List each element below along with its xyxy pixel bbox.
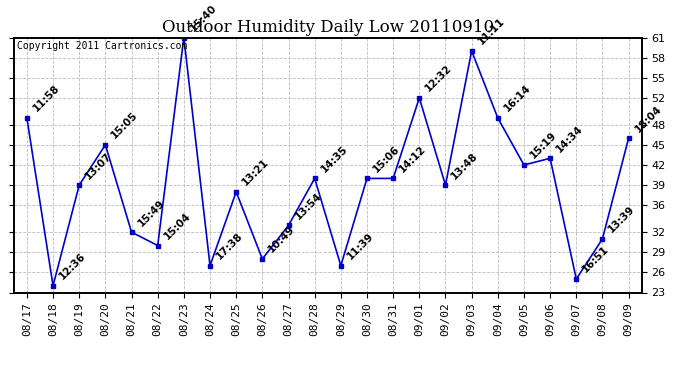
Text: 15:04: 15:04: [162, 211, 193, 242]
Text: 15:19: 15:19: [528, 130, 558, 161]
Text: 12:32: 12:32: [424, 63, 454, 94]
Text: 16:51: 16:51: [580, 244, 611, 275]
Text: 11:39: 11:39: [345, 231, 375, 261]
Text: 14:35: 14:35: [319, 144, 349, 174]
Text: 13:39: 13:39: [607, 204, 637, 235]
Text: 13:48: 13:48: [450, 150, 480, 181]
Text: 10:49: 10:49: [266, 224, 297, 255]
Title: Outdoor Humidity Daily Low 20110910: Outdoor Humidity Daily Low 20110910: [161, 19, 494, 36]
Text: 13:21: 13:21: [240, 157, 271, 188]
Text: 11:11: 11:11: [476, 16, 506, 47]
Text: 17:38: 17:38: [214, 231, 245, 261]
Text: 15:49: 15:49: [136, 198, 166, 228]
Text: 13:07: 13:07: [83, 150, 114, 181]
Text: 15:06: 15:06: [371, 144, 402, 174]
Text: 12:36: 12:36: [57, 251, 88, 282]
Text: 15:05: 15:05: [110, 110, 140, 141]
Text: 14:12: 14:12: [397, 144, 428, 174]
Text: Copyright 2011 Cartronics.com: Copyright 2011 Cartronics.com: [17, 41, 187, 51]
Text: 18:04: 18:04: [633, 104, 663, 134]
Text: 14:34: 14:34: [554, 123, 585, 154]
Text: 16:14: 16:14: [502, 83, 533, 114]
Text: 13:54: 13:54: [293, 190, 323, 221]
Text: 15:40: 15:40: [188, 3, 219, 33]
Text: 11:58: 11:58: [31, 83, 61, 114]
